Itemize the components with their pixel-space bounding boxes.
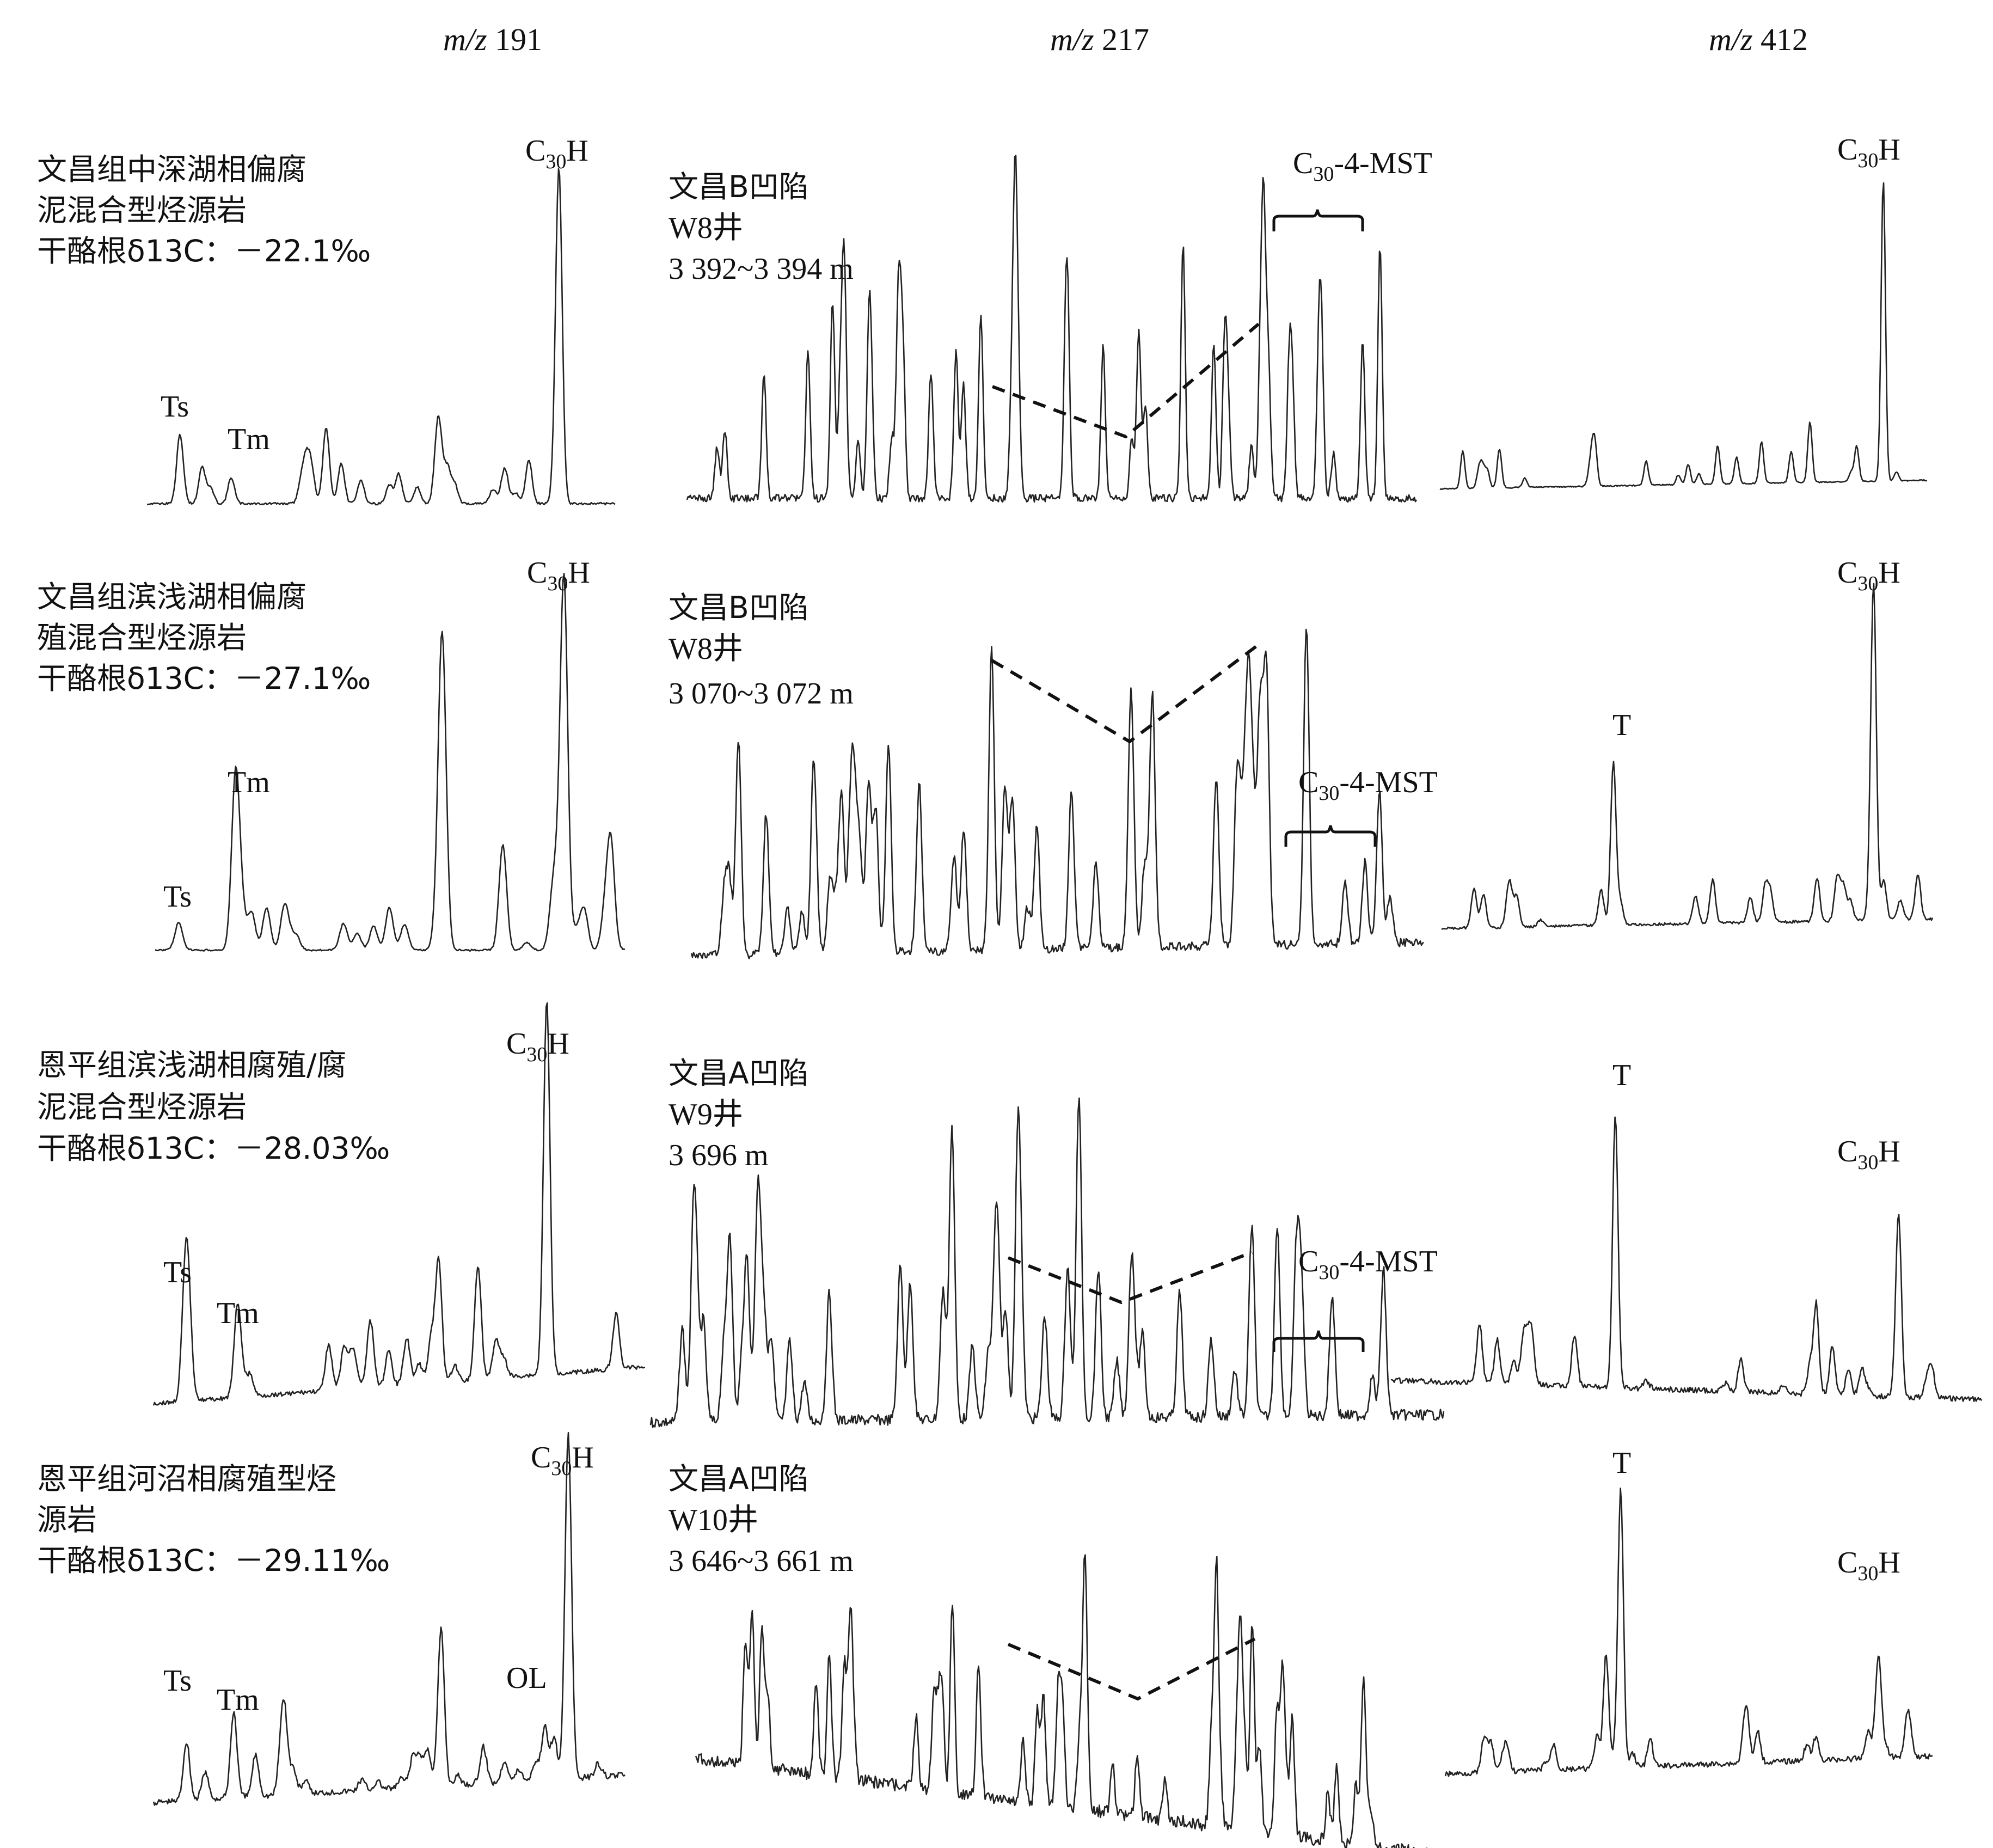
row4-c30h-412-label: C30H — [1837, 1546, 1900, 1585]
row1-mz217-trace — [686, 155, 1418, 503]
row4-source-line3: 干酪根δ13C：－29.11‰ — [37, 1543, 390, 1578]
row2-mz191-trace — [155, 573, 626, 952]
row2-mst-label: C30-4-MST — [1298, 766, 1438, 805]
row4-mz412-trace — [1444, 1488, 1933, 1777]
row2-mst-brace — [1284, 825, 1377, 847]
row4-trend-line — [1007, 1637, 1256, 1701]
row4-ol-label: OL — [506, 1661, 547, 1695]
row2-mz217-trace — [690, 628, 1424, 959]
row1-mst-brace — [1272, 209, 1364, 231]
row4-mz217-trace — [695, 1554, 1428, 1848]
row4-well-line1: 文昌A凹陷 — [669, 1461, 809, 1496]
row1-source-line3: 干酪根δ13C：－22.1‰ — [37, 234, 371, 268]
row2-trend-line — [991, 641, 1262, 744]
row1-trend-line — [991, 322, 1260, 439]
row2-c30h-412-label: C30H — [1837, 556, 1900, 595]
row3-well-line3: 3 696 m — [669, 1139, 769, 1172]
row4-well-line2: W10井 — [669, 1503, 758, 1537]
row4-tm-label: Tm — [217, 1683, 259, 1717]
row2-well-line3: 3 070~3 072 m — [669, 677, 854, 711]
row1-source-line2: 泥混合型烃源岩 — [37, 193, 247, 228]
row3-source-line3: 干酪根δ13C：－28.03‰ — [37, 1131, 390, 1166]
row-3: 恩平组滨浅湖相腐殖/腐 泥混合型烃源岩 干酪根δ13C：－28.03‰ 文昌A凹… — [37, 1002, 1983, 1428]
row1-source-line1: 文昌组中深湖相偏腐 — [37, 152, 306, 187]
row1-well-line1: 文昌B凹陷 — [669, 169, 809, 204]
row2-source-line3: 干酪根δ13C：－27.1‰ — [37, 661, 371, 696]
row3-c30h-191-label: C30H — [506, 1027, 569, 1066]
row4-ts-label: Ts — [163, 1664, 192, 1698]
row1-mz191-trace — [146, 168, 616, 506]
row3-mst-label: C30-4-MST — [1298, 1245, 1438, 1284]
row1-ts-label: Ts — [161, 390, 189, 424]
row1-mz412-trace — [1439, 182, 1928, 491]
row3-well-line1: 文昌A凹陷 — [669, 1056, 809, 1091]
row4-c30h-191-label: C30H — [531, 1441, 594, 1480]
row3-well-line2: W9井 — [669, 1098, 743, 1131]
row3-mst-brace — [1272, 1330, 1365, 1352]
row2-well-line2: W8井 — [669, 632, 743, 666]
row3-c30h-412-label: C30H — [1837, 1135, 1900, 1174]
row4-source-line1: 恩平组河沼相腐殖型烃 — [37, 1461, 336, 1496]
row1-c30h-412-label: C30H — [1837, 133, 1900, 172]
row1-well-line2: W8井 — [669, 211, 743, 245]
row2-well-line1: 文昌B凹陷 — [669, 590, 809, 625]
row4-t-label: T — [1612, 1446, 1631, 1480]
row1-well-line3: 3 392~3 394 m — [669, 252, 854, 286]
row-1: 文昌组中深湖相偏腐 泥混合型烃源岩 干酪根δ13C：－22.1‰ 文昌B凹陷 W… — [37, 133, 1928, 506]
row2-tm-label: Tm — [228, 766, 270, 799]
row4-well-line3: 3 646~3 661 m — [669, 1544, 854, 1578]
row3-trend-line — [1007, 1251, 1253, 1305]
row-2: 文昌组滨浅湖相偏腐 殖混合型烃源岩 干酪根δ13C：－27.1‰ 文昌B凹陷 W… — [37, 556, 1934, 959]
row-4: 恩平组河沼相腐殖型烃 源岩 干酪根δ13C：－29.11‰ 文昌A凹陷 W10井… — [37, 1431, 1933, 1848]
row2-t-label: T — [1612, 708, 1631, 742]
row1-tm-label: Tm — [228, 423, 270, 456]
header-mz217: m/z 217 — [1050, 22, 1149, 57]
row2-source-line1: 文昌组滨浅湖相偏腐 — [37, 579, 306, 614]
header-mz191: m/z 191 — [443, 22, 542, 57]
row2-source-line2: 殖混合型烃源岩 — [37, 620, 247, 655]
row2-c30h-191-label: C30H — [527, 556, 590, 595]
row3-ts-label: Ts — [163, 1256, 192, 1289]
row4-mz191-trace — [152, 1431, 626, 1806]
row3-mz217-trace — [649, 1097, 1445, 1428]
row3-source-line1: 恩平组滨浅湖相腐殖/腐 — [37, 1048, 347, 1082]
row3-mz412-trace — [1390, 1116, 1983, 1402]
header-mz412: m/z 412 — [1709, 22, 1808, 57]
row2-ts-label: Ts — [163, 880, 192, 914]
row3-mz191-trace — [152, 1002, 646, 1406]
row4-source-line2: 源岩 — [37, 1502, 97, 1537]
row3-source-line2: 泥混合型烃源岩 — [37, 1090, 247, 1124]
row1-c30h-191-label: C30H — [525, 134, 588, 173]
row2-mz412-trace — [1441, 583, 1934, 931]
row1-mst-label: C30-4-MST — [1293, 146, 1432, 186]
row3-tm-label: Tm — [217, 1296, 259, 1330]
row3-t-label: T — [1612, 1058, 1631, 1092]
